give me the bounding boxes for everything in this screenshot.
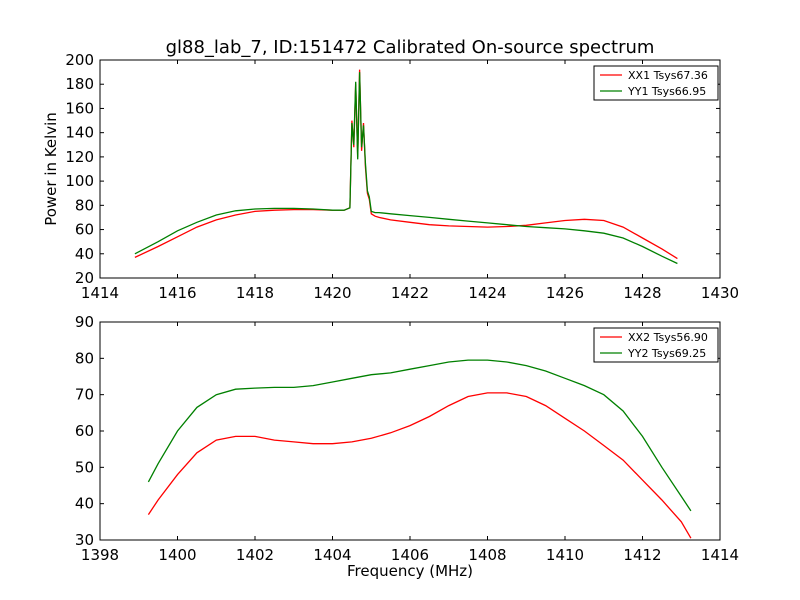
x-tick-label: 1406 [391, 546, 429, 564]
x-tick-label: 1414 [81, 284, 119, 302]
x-tick-label: 1400 [158, 546, 196, 564]
series-line-2-1 [147, 392, 692, 539]
y-tick-label: 60 [75, 221, 94, 239]
x-tick-label: 1404 [313, 546, 351, 564]
x-tick-label: 1424 [468, 284, 506, 302]
series-line-1-2 [134, 72, 678, 265]
bottom-plot: 1398 1400 1402 1404 1406 1408 1410 1412 1414 30 40… [75, 313, 739, 564]
x-tick-label: 1402 [236, 546, 274, 564]
x-tick-label: 1412 [623, 546, 661, 564]
y-tick-label: 160 [65, 99, 94, 117]
x-tick-label: 1414 [701, 546, 739, 564]
x-tick-label: 1420 [313, 284, 351, 302]
x-tick-label: 1408 [468, 546, 506, 564]
y-tick-label: 90 [75, 313, 94, 331]
y-tick-label: 20 [75, 269, 94, 287]
legend-label: YY1 Tsys66.95 [627, 85, 706, 98]
y-tick-label: 50 [75, 458, 94, 476]
legend [593, 65, 719, 101]
y-tick-label: 60 [75, 422, 94, 440]
y-tick-label: 120 [65, 148, 94, 166]
x-tick-label: 1428 [623, 284, 661, 302]
x-tick-label: 1398 [81, 546, 119, 564]
y-tick-label: 30 [75, 531, 94, 549]
legend [593, 327, 719, 363]
y-tick-label: 180 [65, 75, 94, 93]
y-tick-label: 80 [75, 196, 94, 214]
series-line-2-2 [147, 359, 692, 512]
x-tick-label: 1422 [391, 284, 429, 302]
y-axis-label: Power in Kelvin [42, 112, 60, 226]
top-plot: 1414 1416 1418 1420 1422 1424 1426 1428 1430 20 40… [65, 51, 739, 302]
y-tick-label: 200 [65, 51, 94, 69]
y-tick-label: 140 [65, 124, 94, 142]
x-tick-label: 1418 [236, 284, 274, 302]
y-tick-label: 40 [75, 495, 94, 513]
y-tick-label: 100 [65, 172, 94, 190]
legend-label: YY2 Tsys69.25 [627, 347, 706, 360]
x-tick-label: 1426 [546, 284, 584, 302]
legend-label: XX1 Tsys67.36 [628, 69, 708, 82]
x-axis-label: Frequency (MHz) [347, 562, 473, 580]
y-tick-label: 80 [75, 349, 94, 367]
x-tick-label: 1416 [158, 284, 196, 302]
chart-title: gl88_lab_7, ID:151472 Calibrated On-sour… [166, 37, 655, 58]
y-tick-label: 40 [75, 245, 94, 263]
y-tick-label: 70 [75, 386, 94, 404]
legend-label: XX2 Tsys56.90 [628, 331, 708, 344]
x-tick-label: 1410 [546, 546, 584, 564]
x-tick-label: 1430 [701, 284, 739, 302]
